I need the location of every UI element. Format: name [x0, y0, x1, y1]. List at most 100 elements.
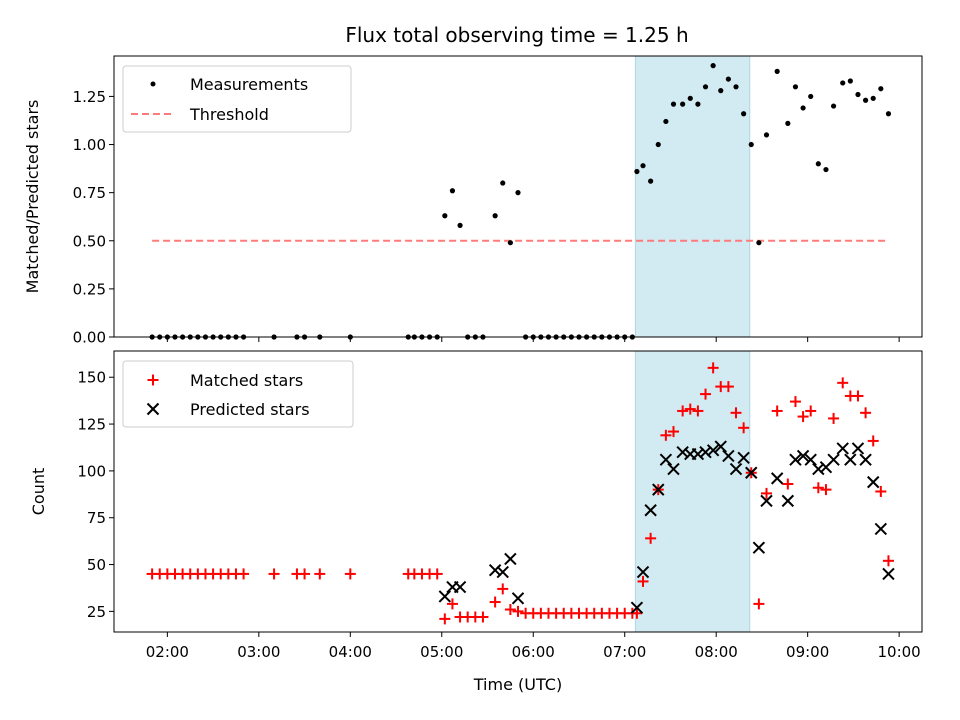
matched-star-point — [852, 390, 864, 402]
ratio-y-ticks: 0.00 0.25 0.50 0.75 1.00 1.25 — [73, 88, 114, 347]
count-legend: Matched stars Predicted stars — [122, 360, 354, 428]
predicted-star-point — [706, 444, 720, 457]
predicted-star-point — [636, 565, 650, 579]
measurement-point — [862, 97, 869, 103]
predicted-star-point — [844, 453, 857, 466]
measurement-point — [718, 88, 724, 94]
predicted-star-point — [760, 494, 773, 508]
measurement-point — [680, 101, 686, 107]
ratio-legend-box — [122, 65, 352, 133]
matched-star-point — [446, 598, 458, 610]
matched-star-point — [497, 583, 509, 595]
measurement-point — [830, 103, 837, 109]
observing-window-span-bottom — [634, 350, 751, 633]
matched-star-point — [637, 575, 649, 587]
matched-star-point — [722, 381, 734, 393]
matched-star-point — [707, 362, 719, 374]
ratio-y-tick-label: 0.50 — [73, 232, 106, 250]
measurement-point — [702, 84, 709, 90]
matched-star-point — [789, 396, 801, 408]
threshold-legend-label: Threshold — [189, 105, 269, 124]
measurement-point — [507, 240, 513, 246]
matched-star-points — [146, 362, 894, 625]
ratio-y-axis-label: Matched/Predicted stars — [23, 100, 42, 294]
count-y-tick-label: 150 — [77, 369, 106, 387]
predicted-star-point — [438, 590, 452, 603]
predicted-star-point — [630, 601, 644, 614]
count-plot-frame — [113, 350, 923, 633]
predicted-star-point — [827, 453, 840, 466]
predicted-star-point — [652, 483, 665, 496]
count-y-tick-label: 25 — [87, 603, 106, 621]
predicted-star-point — [659, 453, 673, 466]
chart-title: Flux total observing time = 1.25 h — [345, 23, 688, 47]
measurement-point — [695, 101, 701, 107]
measurements-legend-marker — [150, 81, 156, 87]
measurement-point — [640, 163, 646, 169]
matched-star-point — [730, 407, 742, 419]
predicted-star-point — [714, 440, 727, 453]
matched-star-point — [820, 484, 832, 496]
predicted-star-point — [511, 592, 525, 605]
matched-star-point — [782, 478, 794, 490]
predicted-star-point — [644, 504, 657, 517]
measurement-point — [885, 111, 892, 117]
measurement-point — [823, 166, 829, 173]
matched-star-point — [344, 568, 356, 580]
ratio-panel: 0.00 0.25 0.50 0.75 1.00 1.25 Matched/Predict… — [23, 55, 923, 347]
measurement-point — [442, 213, 448, 219]
measurement-point — [492, 213, 498, 219]
measurements-legend-label: Measurements — [190, 75, 308, 94]
predicted-star-point — [882, 567, 895, 581]
count-panel: 25 50 75 100 125 150 02:00 03:00 04:00 05:00 06:0… — [29, 350, 923, 694]
matched-star-point — [760, 487, 772, 499]
matched-legend-label: Matched stars — [190, 371, 303, 390]
measurement-point — [449, 188, 456, 194]
predicted-star-point — [812, 462, 825, 476]
matched-star-point — [238, 568, 250, 580]
x-tick-label: 10:00 — [878, 643, 921, 661]
measurement-point — [878, 86, 884, 92]
matched-star-point — [660, 429, 672, 441]
matched-star-point — [299, 568, 311, 580]
measurement-point — [774, 68, 780, 74]
predicted-star-point — [745, 466, 758, 479]
count-y-ticks: 25 50 75 100 125 150 — [77, 369, 114, 621]
matched-star-point — [812, 482, 824, 494]
matched-star-point — [431, 568, 443, 580]
matched-star-point — [700, 388, 712, 400]
predicted-legend-symbol — [146, 402, 160, 416]
predicted-star-point — [453, 580, 467, 594]
x-tick-label: 04:00 — [329, 643, 372, 661]
measurement-point — [457, 222, 463, 228]
predicted-star-point — [691, 447, 705, 461]
measurement-point — [663, 118, 669, 125]
measurement-point — [515, 190, 521, 196]
predicted-star-point — [796, 449, 810, 463]
measurement-point — [500, 180, 506, 186]
predicted-star-points — [438, 440, 895, 614]
measurement-point — [847, 78, 853, 84]
predicted-star-point — [504, 552, 517, 566]
matched-star-point — [867, 435, 879, 447]
matched-legend-marker — [147, 374, 159, 386]
predicted-star-point — [729, 462, 743, 476]
predicted-legend-label: Predicted stars — [190, 400, 310, 419]
matched-star-point — [631, 607, 643, 619]
predicted-star-point — [874, 522, 888, 536]
matched-star-point — [684, 403, 696, 415]
x-tick-label: 09:00 — [786, 643, 829, 661]
measurement-point — [763, 132, 770, 138]
matched-star-point — [753, 598, 765, 610]
matched-star-point — [875, 486, 887, 497]
measurement-point — [741, 111, 747, 117]
matched-star-point — [645, 532, 657, 544]
matched-star-point — [797, 411, 809, 423]
matched-star-point — [504, 604, 516, 616]
measurement-point — [840, 80, 846, 86]
x-tick-label: 06:00 — [512, 643, 555, 661]
predicted-star-point — [722, 449, 735, 463]
x-tick-label: 07:00 — [603, 643, 646, 661]
matched-star-point — [860, 407, 872, 419]
